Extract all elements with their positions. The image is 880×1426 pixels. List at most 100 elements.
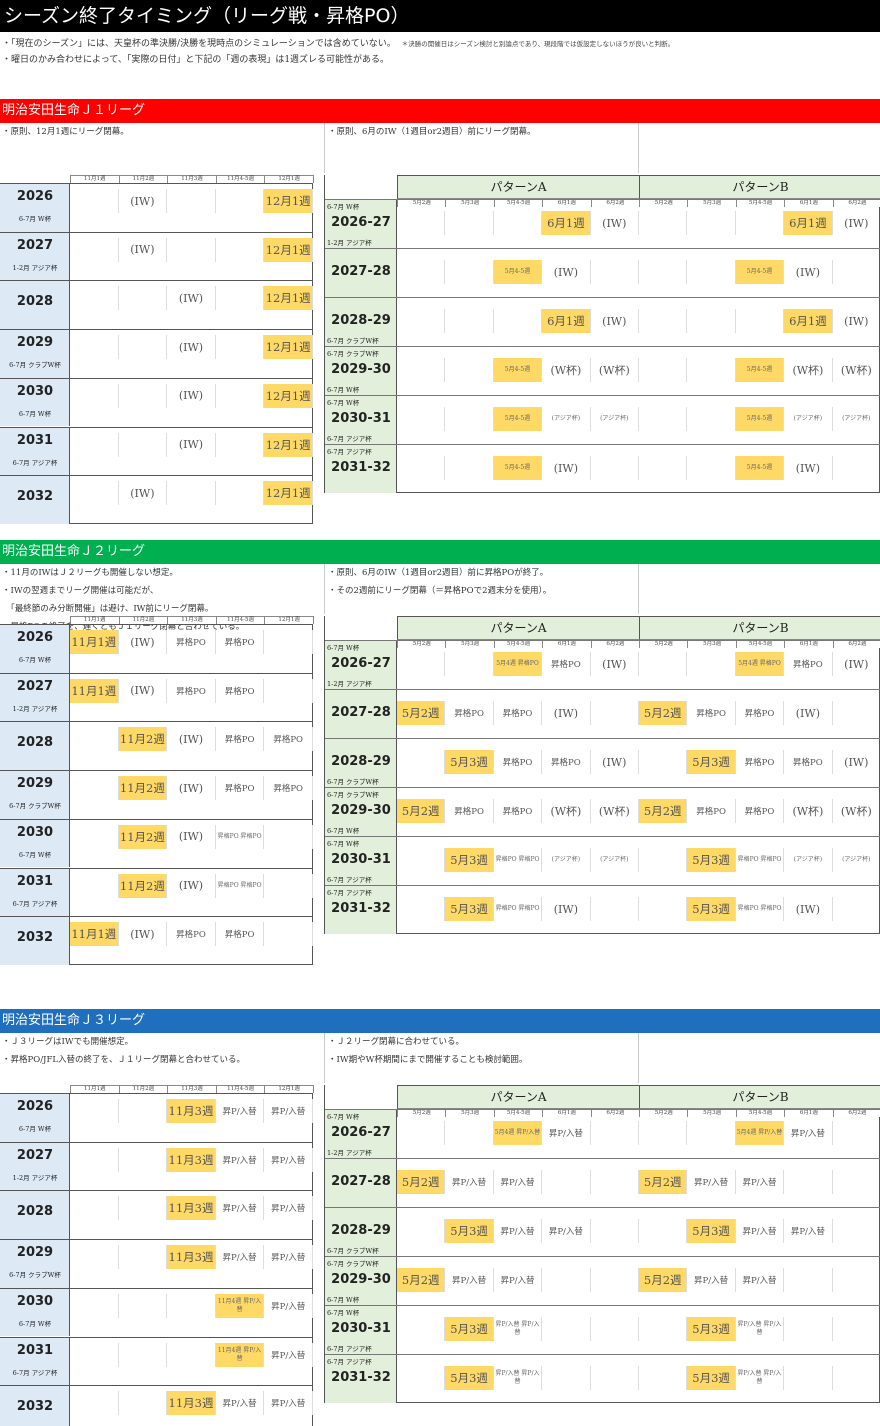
empty-cell — [639, 750, 688, 774]
week-header: 5月4-5週 — [735, 640, 786, 648]
empty-cell — [70, 727, 119, 752]
schedule-cell: 昇P/入替 昇P/入替 — [494, 1317, 543, 1341]
schedule-cell: 11月1週 — [70, 922, 119, 947]
j3-desc-right: ・Ｊ２リーグ閉幕に合わせている。 — [328, 1037, 465, 1047]
schedule-cell: 昇P/入替 — [216, 1245, 265, 1270]
week-header-row: 5月2週 5月3週 5月4-5週 6月1週 6月2週 — [639, 1109, 880, 1117]
schedule-cell: (IW) — [119, 922, 168, 947]
schedule-cell: (IW) — [542, 701, 591, 725]
season-event-top: 6-7月 W杯 — [327, 644, 360, 652]
j1-desc-right: ・原則、6月のIW（1週目or2週目）前にリーグ閉幕。 — [328, 127, 536, 137]
schedule-cell: (W杯) — [591, 799, 639, 823]
week-header: 6月1週 — [784, 199, 834, 207]
schedule-cell: 11月1週 — [70, 678, 119, 703]
empty-cell — [687, 309, 736, 333]
schedule-cell: 11月4週 昇P/入替 — [215, 1342, 265, 1367]
week-header: 6月1週 — [784, 1109, 834, 1117]
row-line — [325, 689, 880, 690]
empty-cell — [494, 309, 543, 333]
row-line — [70, 1190, 313, 1192]
empty-cell — [216, 432, 265, 457]
empty-cell — [264, 873, 313, 898]
empty-cell — [591, 260, 639, 284]
empty-cell — [397, 652, 446, 676]
schedule-cell: 昇格PO — [494, 750, 543, 774]
empty-cell — [639, 1219, 688, 1243]
empty-cell — [70, 1147, 119, 1172]
empty-cell — [167, 1342, 216, 1367]
schedule-cell: (IW) — [167, 776, 216, 801]
year-event: 1-2月 アジア杯 — [12, 263, 58, 272]
empty-cell — [445, 260, 494, 284]
week-header-row: 11月1週 11月2週 11月3週 11月4-5週 12月1週 — [70, 616, 314, 624]
year-event: 6-7月 アジア杯 — [12, 899, 58, 908]
schedule-cell: (IW) — [167, 727, 216, 752]
empty-cell — [542, 1317, 591, 1341]
schedule-cell: (IW) — [167, 286, 216, 311]
year-cell — [0, 1141, 70, 1191]
week-header-row: 11月1週 11月2週 11月3週 11月4-5週 12月1週 — [70, 1085, 314, 1093]
empty-cell — [833, 897, 880, 921]
season-label: 2026-27 — [331, 656, 391, 671]
schedule-cell: (アジア杯) — [833, 848, 880, 872]
empty-cell — [70, 1196, 119, 1221]
schedule-cell: 昇格PO — [445, 799, 494, 823]
season-event-bottom: 1-2月 アジア杯 — [327, 239, 372, 247]
empty-cell — [119, 432, 168, 457]
year-event: 6-7月 W杯 — [18, 409, 52, 418]
pattern-a-header: パターンA — [397, 175, 639, 199]
year-cell — [0, 1336, 70, 1386]
schedule-cell: 5月3週 — [687, 1366, 736, 1390]
schedule-cell: (アジア杯) — [591, 848, 639, 872]
schedule-cell: (アジア杯) — [784, 848, 833, 872]
schedule-cell: 昇格PO — [167, 630, 216, 654]
empty-cell — [70, 1245, 119, 1270]
schedule-cell: 5月4週 昇格PO — [735, 652, 785, 676]
schedule-cell: (W杯) — [784, 358, 833, 382]
season-event-top: 6-7月 クラブW杯 — [327, 791, 379, 799]
schedule-cell: 5月4-5週 — [735, 407, 785, 431]
pattern-a-header: パターンA — [397, 616, 639, 640]
year-label: 2030 — [16, 824, 54, 840]
schedule-cell: (IW) — [833, 750, 880, 774]
row-line — [70, 672, 313, 674]
schedule-cell: 11月3週 — [167, 1391, 216, 1416]
season-event-top: 6-7月 アジア杯 — [327, 1358, 372, 1366]
schedule-cell: (W杯) — [542, 358, 591, 382]
note-2: ・曜日のかみ合わせによって、「実際の日付」と下記の「週の表現」は1週ズレる可能性… — [2, 55, 390, 65]
schedule-cell: 昇格PO — [736, 750, 785, 774]
empty-cell — [70, 1099, 119, 1123]
schedule-cell: 5月2週 — [397, 1170, 446, 1194]
empty-cell — [542, 1170, 591, 1194]
season-label: 2026-27 — [331, 215, 391, 230]
schedule-cell: 5月4-5週 — [493, 358, 543, 382]
empty-cell — [445, 358, 494, 382]
row-line — [70, 426, 313, 428]
schedule-cell: (アジア杯) — [784, 407, 833, 431]
empty-cell — [119, 1196, 168, 1221]
schedule-cell: 5月2週 — [397, 799, 446, 823]
empty-cell — [397, 309, 446, 333]
empty-cell — [167, 237, 216, 262]
schedule-cell: (アジア杯) — [542, 848, 591, 872]
season-event-top: 6-7月 アジア杯 — [327, 889, 372, 897]
j3-season-table: パターンA パターンB 5月2週 5月3週 5月4-5週 6月1週 6月2週 5月2週 5月3週… — [324, 1085, 880, 1403]
row-line — [70, 475, 313, 477]
empty-cell — [119, 1391, 168, 1416]
season-event-bottom: 6-7月 アジア杯 — [327, 435, 372, 443]
week-header: 11月1週 — [70, 175, 120, 183]
week-header-row: 5月2週 5月3週 5月4-5週 6月1週 6月2週 — [397, 640, 641, 648]
year-cell — [0, 183, 70, 232]
year-event: 6-7月 W杯 — [18, 850, 52, 859]
pattern-a-header: パターンA — [397, 1085, 639, 1109]
week-header-row: 5月2週 5月3週 5月4-5週 6月1週 6月2週 — [397, 199, 641, 207]
schedule-cell: 昇格PO 昇格PO — [216, 873, 265, 898]
row-line — [70, 1141, 313, 1143]
schedule-cell: 5月3週 — [687, 897, 736, 921]
week-header: 11月3週 — [167, 1085, 217, 1093]
year-cell — [0, 1093, 70, 1142]
year-event: 1-2月 アジア杯 — [12, 704, 58, 713]
year-label: 2029 — [16, 1245, 54, 1261]
year-cell — [0, 1190, 70, 1240]
note-1-text: ・「現在のシーズン」には、天皇杯の準決勝/決勝を現時点のシミュレーションでは含め… — [2, 39, 396, 49]
